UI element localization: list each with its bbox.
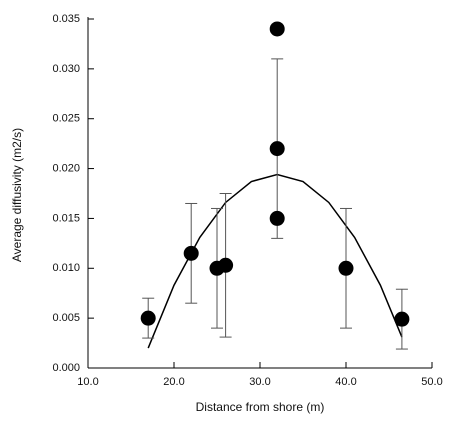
x-tick-label: 50.0 [421,376,442,388]
x-tick-label: 40.0 [335,376,356,388]
data-point [394,311,410,327]
data-point [218,257,234,273]
y-tick-label: 0.010 [52,262,80,274]
x-tick-label: 10.0 [77,376,98,388]
x-tick-label: 30.0 [249,376,270,388]
x-axis-label: Distance from shore (m) [196,400,325,414]
y-tick-label: 0.005 [52,312,80,324]
y-tick-label: 0.020 [52,162,80,174]
data-point [269,21,285,37]
data-point [269,141,285,157]
y-tick-label: 0.015 [52,212,80,224]
data-point [140,310,156,326]
x-tick-label: 20.0 [163,376,184,388]
y-tick-label: 0.000 [52,362,80,374]
fit-curve [147,173,403,349]
y-axis-label: Average diffusivity (m2/s) [10,128,24,262]
data-point [183,245,199,261]
y-tick-label: 0.025 [52,113,80,125]
data-point [338,260,354,276]
y-tick-label: 0.035 [52,13,80,25]
data-point [269,210,285,226]
y-tick-label: 0.030 [52,63,80,75]
